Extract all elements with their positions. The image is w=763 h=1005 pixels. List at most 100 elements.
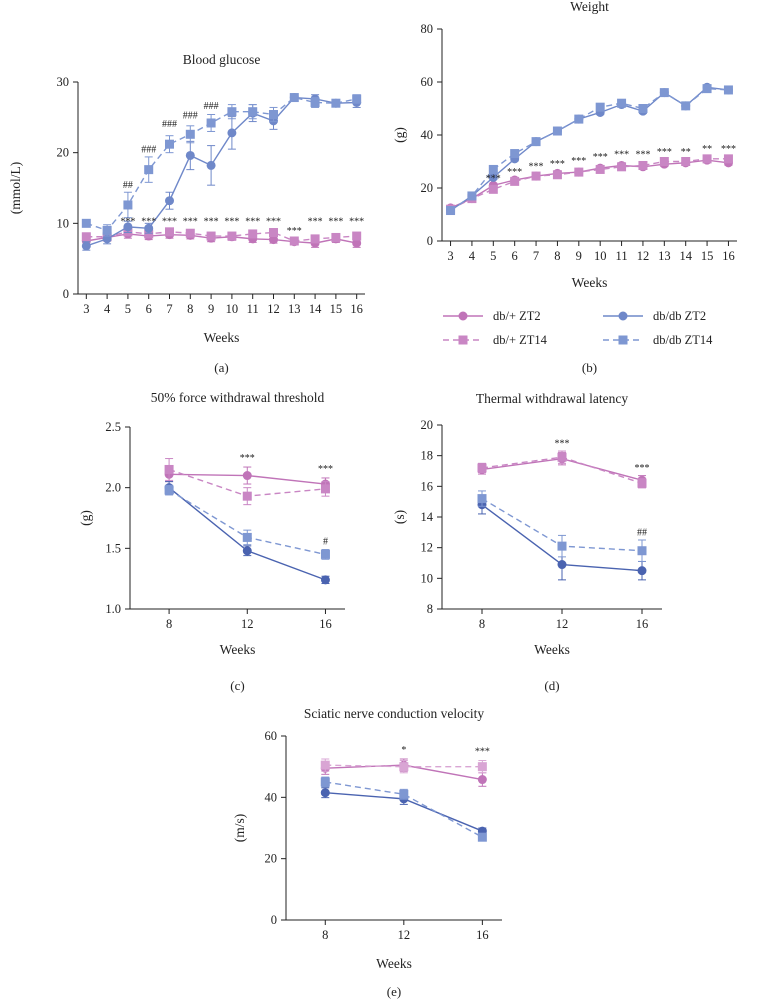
y-tick-label: 8 bbox=[427, 602, 433, 616]
significance-label: *** bbox=[308, 217, 323, 228]
data-point bbox=[289, 93, 299, 103]
data-point bbox=[165, 196, 175, 206]
significance-label: *** bbox=[120, 217, 135, 228]
data-point bbox=[552, 126, 562, 136]
series-db-db-zt14 bbox=[164, 484, 330, 560]
data-point bbox=[81, 232, 91, 242]
legend-marker bbox=[458, 335, 468, 345]
data-point bbox=[574, 114, 584, 124]
series-line bbox=[86, 96, 357, 232]
panel-b-weight: Weight 0 20 40 60 80 3 4 5 6 7 8 9 10 11 12 13 14 15 16 Week… bbox=[392, 0, 737, 375]
data-point bbox=[399, 789, 409, 799]
significance-label: ** bbox=[702, 144, 712, 155]
x-tick-label: 8 bbox=[166, 617, 172, 631]
y-tick-label: 20 bbox=[421, 181, 434, 195]
x-tick-label: 13 bbox=[288, 302, 301, 316]
panel-label: (b) bbox=[582, 360, 597, 375]
data-point bbox=[595, 102, 605, 112]
y-axis-label: (g) bbox=[78, 510, 93, 526]
data-point bbox=[320, 484, 330, 494]
data-point bbox=[617, 162, 627, 172]
data-point bbox=[477, 775, 487, 785]
significance-label: *** bbox=[486, 173, 501, 184]
data-point bbox=[659, 88, 669, 98]
y-axis-label: (mmol/L) bbox=[8, 162, 23, 215]
x-tick-label: 6 bbox=[512, 249, 518, 263]
x-tick-label: 12 bbox=[398, 928, 411, 942]
panel-label: (a) bbox=[214, 360, 228, 375]
significance-label: *** bbox=[529, 161, 544, 172]
x-tick-label: 9 bbox=[576, 249, 582, 263]
y-tick-label: 0 bbox=[427, 234, 433, 248]
y-tick-label: 14 bbox=[421, 510, 434, 524]
data-point bbox=[320, 788, 330, 798]
chart-title: Thermal withdrawal latency bbox=[476, 391, 628, 406]
data-point bbox=[352, 231, 362, 241]
x-tick-label: 16 bbox=[722, 249, 735, 263]
data-point bbox=[206, 160, 216, 170]
x-tick-label: 14 bbox=[309, 302, 322, 316]
legend-marker bbox=[618, 335, 628, 345]
data-point bbox=[320, 575, 330, 585]
x-tick-label: 3 bbox=[83, 302, 89, 316]
significance-label: *** bbox=[266, 217, 281, 228]
x-tick-label: 12 bbox=[267, 302, 280, 316]
data-point bbox=[638, 160, 648, 170]
legend-label: db/+ ZT2 bbox=[493, 309, 541, 323]
data-point bbox=[557, 541, 567, 551]
data-point bbox=[185, 150, 195, 160]
data-point bbox=[206, 118, 216, 128]
y-tick-label: 16 bbox=[421, 479, 434, 493]
x-tick-label: 14 bbox=[679, 249, 692, 263]
y-tick-label: 12 bbox=[421, 541, 434, 555]
data-point bbox=[477, 832, 487, 842]
significance-label: # bbox=[323, 537, 328, 548]
data-point bbox=[242, 546, 252, 556]
data-point bbox=[557, 560, 567, 570]
significance-label: *** bbox=[657, 147, 672, 158]
x-axis-label: Weeks bbox=[572, 275, 608, 290]
data-point bbox=[531, 171, 541, 181]
data-point bbox=[638, 104, 648, 113]
significance-label: *** bbox=[571, 156, 586, 167]
significance-label: *** bbox=[318, 464, 333, 475]
data-point bbox=[331, 232, 341, 242]
legend: db/+ ZT2 db/db ZT2 db/+ ZT14 db/db ZT14 bbox=[443, 309, 713, 347]
y-tick-label: 40 bbox=[265, 790, 278, 804]
y-tick-label: 0 bbox=[63, 287, 69, 301]
panel-label: (d) bbox=[544, 678, 559, 693]
panel-c-force-withdrawal: 50% force withdrawal threshold 1.0 1.5 2.0 2… bbox=[78, 390, 345, 693]
y-tick-label: 1.5 bbox=[105, 541, 121, 555]
data-point bbox=[206, 231, 216, 241]
data-point bbox=[552, 170, 562, 180]
data-point bbox=[248, 107, 258, 117]
significance-label: ### bbox=[183, 111, 198, 122]
y-axis-label: (m/s) bbox=[232, 814, 247, 843]
data-point bbox=[723, 154, 733, 164]
y-tick-label: 60 bbox=[265, 729, 278, 743]
x-tick-label: 10 bbox=[226, 302, 239, 316]
data-point bbox=[164, 464, 174, 474]
data-point bbox=[659, 157, 669, 166]
x-tick-label: 15 bbox=[701, 249, 714, 263]
data-point bbox=[352, 94, 362, 104]
data-point bbox=[242, 491, 252, 501]
y-tick-label: 40 bbox=[421, 128, 434, 142]
series-db-db-zt14 bbox=[320, 776, 487, 842]
significance-label: *** bbox=[475, 746, 490, 757]
significance-label: *** bbox=[593, 152, 608, 163]
y-tick-label: 18 bbox=[421, 449, 434, 463]
data-point bbox=[185, 129, 195, 139]
data-point bbox=[477, 463, 487, 473]
significance-label: *** bbox=[635, 463, 650, 474]
significance-label: ## bbox=[637, 527, 647, 538]
x-tick-label: 16 bbox=[319, 617, 332, 631]
series-db-db-zt14 bbox=[81, 93, 362, 237]
x-tick-label: 16 bbox=[350, 302, 363, 316]
data-point bbox=[268, 228, 278, 238]
data-point bbox=[399, 762, 409, 772]
series-db-zt14 bbox=[164, 458, 330, 506]
x-tick-label: 12 bbox=[556, 617, 569, 631]
y-axis-label: (g) bbox=[392, 127, 407, 143]
data-point bbox=[185, 228, 195, 238]
